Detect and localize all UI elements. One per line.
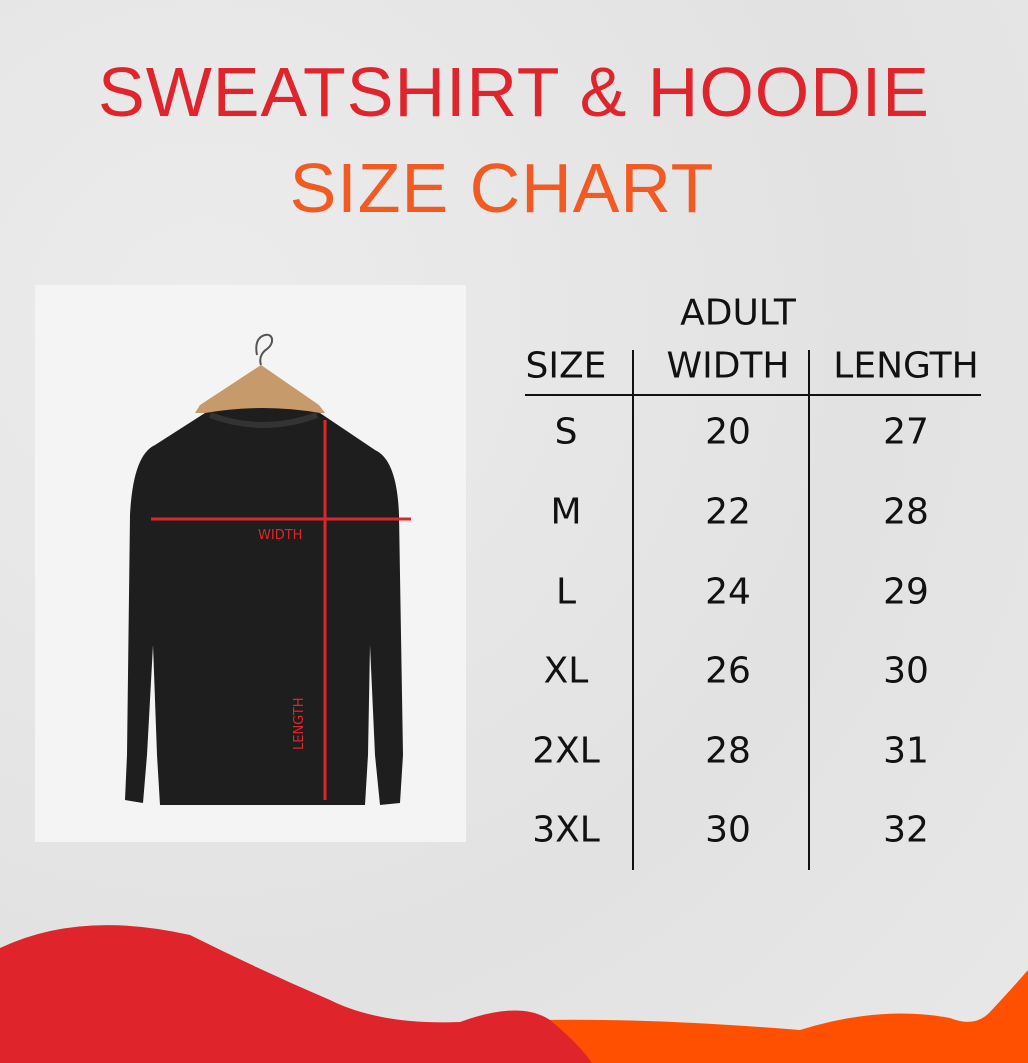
length-label: LENGTH — [292, 697, 307, 750]
length-cell: 30 — [883, 650, 929, 692]
width-cell: 24 — [705, 571, 751, 613]
width-cell: 26 — [705, 650, 751, 692]
size-cell: S — [554, 411, 578, 453]
width-cell: 22 — [705, 491, 751, 533]
header-size: SIZE — [525, 345, 607, 387]
column-divider — [808, 350, 810, 870]
title-line-2: SIZE CHART — [289, 149, 715, 227]
wave-red — [0, 925, 592, 1063]
size-cell: 2XL — [532, 730, 600, 772]
width-label: WIDTH — [258, 528, 302, 543]
title-line-1: SWEATSHIRT & HOODIE — [98, 53, 930, 131]
size-cell: XL — [543, 650, 589, 692]
header-adult: ADULT — [680, 292, 796, 334]
size-cell: L — [555, 571, 577, 613]
sweatshirt-photo: WIDTH LENGTH — [35, 285, 466, 842]
size-cell: 3XL — [532, 809, 600, 851]
sweatshirt-body — [125, 408, 403, 805]
length-cell: 31 — [883, 730, 929, 772]
length-cell: 28 — [883, 491, 929, 533]
length-cell: 29 — [883, 571, 929, 613]
hanger-icon — [195, 333, 325, 413]
width-cell: 28 — [705, 730, 751, 772]
wave-orange — [540, 970, 1028, 1063]
header-width: WIDTH — [666, 345, 790, 387]
header-length: LENGTH — [833, 345, 979, 387]
bottom-wave — [0, 925, 1028, 1063]
header-divider — [525, 394, 981, 396]
length-cell: 27 — [883, 411, 929, 453]
size-cell: M — [550, 491, 582, 533]
width-cell: 20 — [705, 411, 751, 453]
column-divider — [632, 350, 634, 870]
length-cell: 32 — [883, 809, 929, 851]
width-cell: 30 — [705, 809, 751, 851]
